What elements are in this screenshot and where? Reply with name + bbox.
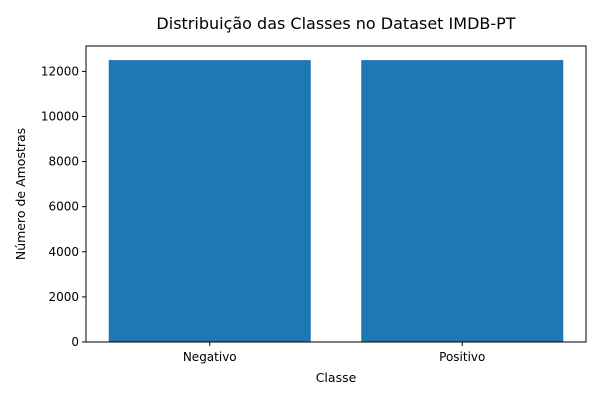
chart-title: Distribuição das Classes no Dataset IMDB… — [156, 14, 515, 33]
y-tick-label: 4000 — [48, 245, 79, 259]
y-tick-label: 2000 — [48, 290, 79, 304]
bars-group — [108, 60, 564, 342]
x-axis-label: Classe — [316, 370, 357, 385]
y-tick-label: 10000 — [41, 109, 79, 123]
y-tick-label: 0 — [71, 335, 79, 349]
bar-negativo — [108, 60, 311, 342]
bar-positivo — [361, 60, 564, 342]
x-tick-label: Negativo — [183, 350, 237, 364]
y-tick-label: 12000 — [41, 64, 79, 78]
x-axis-ticks: Negativo Positivo — [183, 342, 485, 364]
y-axis-ticks: 0 2000 4000 6000 8000 10000 12000 — [41, 64, 86, 349]
x-tick-label: Positivo — [439, 350, 485, 364]
plot-frame — [85, 45, 587, 343]
y-tick-label: 6000 — [48, 200, 79, 214]
y-tick-label: 8000 — [48, 155, 79, 169]
y-axis-label: Número de Amostras — [13, 128, 28, 260]
